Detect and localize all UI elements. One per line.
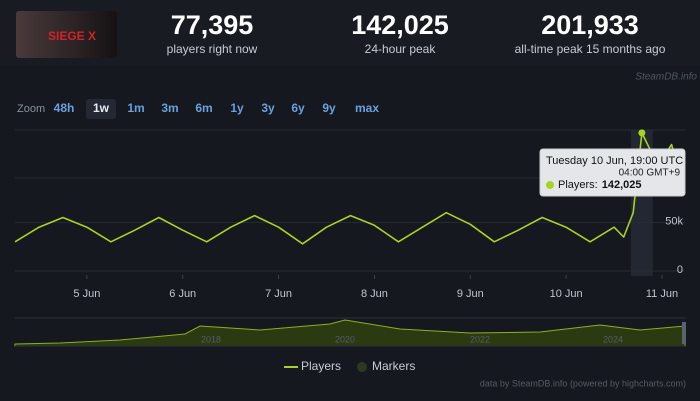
navigator-label: 2018 — [201, 334, 221, 344]
stat-label: 24-hour peak — [365, 42, 437, 56]
x-tick-label: 6 Jun — [169, 288, 196, 300]
x-tick-label: 7 Jun — [265, 288, 292, 300]
legend-marker — [357, 362, 367, 372]
tooltip-dot — [546, 181, 554, 189]
hover-point — [638, 129, 646, 137]
legend-item[interactable]: Markers — [372, 359, 415, 373]
tooltip-local: 04:00 GMT+9 — [619, 168, 681, 179]
y-tick-label: 0 — [677, 264, 683, 276]
thumbnail-shade — [16, 11, 117, 58]
tooltip-series: Players: — [558, 179, 598, 191]
navigator-label: 2024 — [603, 334, 623, 344]
zoom-button[interactable]: 1w — [93, 101, 110, 115]
series-line — [14, 132, 686, 245]
zoom-button[interactable]: 6y — [291, 101, 305, 115]
x-tick-label: 10 Jun — [550, 288, 583, 300]
zoom-button[interactable]: 6m — [195, 101, 212, 115]
x-tick-label: 11 Jun — [646, 288, 678, 300]
site-watermark: SteamDB.info — [635, 72, 697, 83]
zoom-button[interactable]: 3m — [161, 101, 178, 115]
stat-label: all-time peak 15 months ago — [515, 42, 666, 56]
stat-label: players right now — [167, 42, 258, 56]
zoom-button[interactable]: 3y — [261, 101, 275, 115]
stat-value: 77,395 — [171, 10, 254, 40]
x-tick-label: 5 Jun — [73, 288, 100, 300]
credits[interactable]: data by SteamDB.info (powered by highcha… — [480, 378, 686, 388]
navigator-handle[interactable] — [682, 322, 686, 344]
zoom-button[interactable]: max — [355, 101, 379, 115]
zoom-button[interactable]: 9y — [322, 101, 336, 115]
zoom-label: Zoom — [17, 103, 45, 115]
x-tick-label: 8 Jun — [361, 288, 388, 300]
zoom-button[interactable]: 1y — [230, 101, 244, 115]
y-tick-label: 50k — [665, 215, 683, 227]
legend-item[interactable]: Players — [301, 359, 341, 373]
x-tick-label: 9 Jun — [457, 288, 484, 300]
zoom-button[interactable]: 1m — [127, 101, 144, 115]
stat-value: 142,025 — [351, 10, 449, 40]
tooltip-value: 142,025 — [602, 179, 642, 191]
navigator-label: 2020 — [335, 334, 355, 344]
tooltip-box — [539, 148, 686, 197]
stat-value: 201,933 — [541, 10, 639, 40]
game-logo: SIEGE X — [48, 29, 96, 43]
zoom-button[interactable]: 48h — [54, 101, 75, 115]
navigator-label: 2022 — [470, 334, 490, 344]
zoom-button-active — [86, 99, 116, 119]
tooltip-date: Tuesday 10 Jun, 19:00 UTC — [546, 155, 683, 167]
